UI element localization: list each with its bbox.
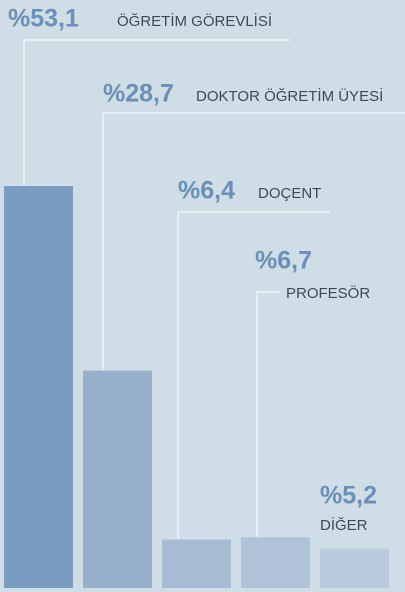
leader-line — [102, 112, 405, 371]
bar — [162, 539, 231, 588]
category-label: PROFESÖR — [286, 284, 370, 302]
bar — [320, 548, 389, 588]
value-label: %53,1 — [8, 5, 79, 33]
category-label: DOÇENT — [258, 185, 321, 202]
leader-line — [256, 291, 280, 538]
bar — [241, 537, 310, 588]
bar — [4, 186, 73, 588]
category-label: ÖĞRETİM GÖREVLİSİ — [117, 12, 272, 30]
leader-line — [23, 39, 290, 186]
category-label: DİĞER — [320, 516, 368, 534]
value-label: %6,4 — [178, 177, 235, 205]
value-label: %5,2 — [320, 482, 377, 510]
value-label: %6,7 — [255, 247, 312, 275]
leader-line — [177, 211, 330, 540]
category-label: DOKTOR ÖĞRETİM ÜYESİ — [196, 87, 383, 105]
value-label: %28,7 — [103, 80, 174, 108]
bar — [83, 370, 152, 588]
